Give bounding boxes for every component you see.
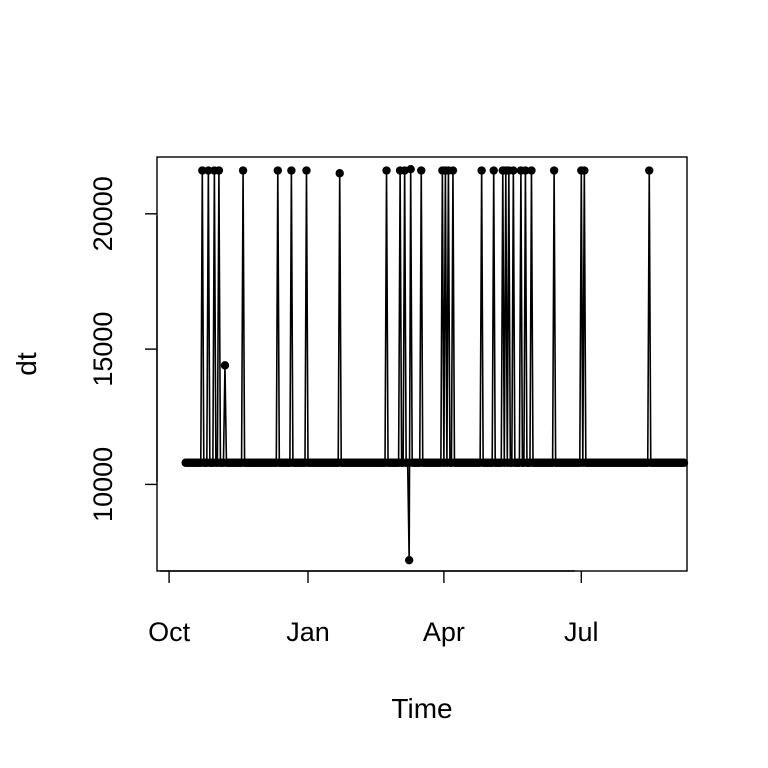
y-axis: 10000 15000 20000 [88,176,158,522]
spike-point [489,166,498,175]
spike-point [580,166,589,175]
x-axis: Oct Jan Apr Jul [148,570,599,647]
y-tick-label: 20000 [88,176,118,251]
y-tick-label: 10000 [88,447,118,522]
spike-point [214,166,224,175]
spike-point [273,166,282,175]
x-tick-label: Apr [423,617,465,647]
spike-point [417,166,426,175]
spike-point [302,166,311,175]
series-line [185,169,684,561]
x-axis-title: Time [391,693,452,724]
spike-point [645,166,654,175]
spike-point [220,361,230,370]
x-tick-label: Jul [564,617,599,647]
y-tick-label: 15000 [88,312,118,387]
spike-point [382,166,391,175]
spike-point [509,166,518,175]
spike-point [335,169,344,178]
spike-point [404,555,414,565]
spike-point [521,166,530,175]
baseline-point [679,458,689,467]
spike-point [287,166,296,175]
x-tick-label: Oct [148,617,191,647]
spike-point [477,166,486,175]
spike-point [204,166,213,175]
points-group [181,164,689,565]
spike-point [448,166,458,175]
spike-point [527,166,536,175]
spike-point [549,166,559,175]
spike-point [238,166,248,175]
spike-point [406,164,415,174]
y-axis-title: dt [11,352,42,376]
spike-point [198,166,207,175]
series-line-group [185,169,684,561]
x-tick-label: Jan [286,617,330,647]
